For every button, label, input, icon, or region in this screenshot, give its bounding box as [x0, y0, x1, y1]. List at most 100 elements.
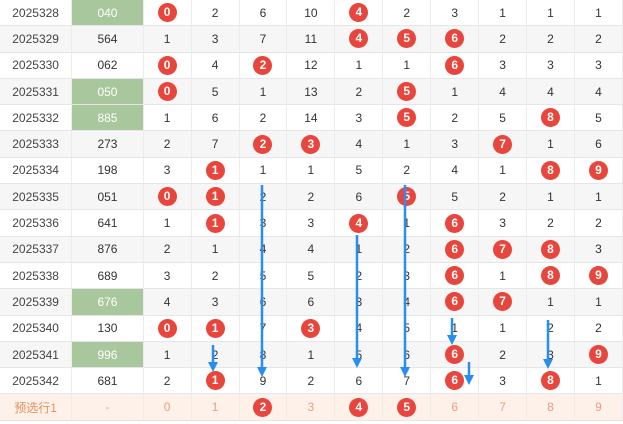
- drawn-digit-ball: 8: [541, 160, 560, 180]
- drawn-digit-ball: 0: [157, 318, 177, 338]
- digit-cell: 5: [239, 261, 288, 290]
- digit-cell: 6: [334, 367, 384, 395]
- draw-number-cell: 876: [71, 236, 144, 263]
- digit-cell: 1: [191, 183, 240, 211]
- draw-row: 2025337 876 2 1 4 4 1 2 6 7 8 3: [0, 236, 623, 263]
- digit-cell: 3: [574, 52, 623, 79]
- digit-cell: 1: [191, 157, 240, 185]
- drawn-digit-ball: 4: [349, 3, 369, 23]
- digit-cell: 1: [286, 341, 336, 369]
- digit-cell: 6: [430, 341, 480, 369]
- draw-row: 2025339 676 4 3 6 6 3 4 6 7 1 1: [0, 288, 623, 316]
- digit-cell: 7: [478, 236, 528, 263]
- digit-cell: 1: [382, 52, 432, 79]
- digit-cell: 2: [239, 130, 288, 158]
- digit-cell: 4: [382, 288, 432, 316]
- draw-number-cell: 676: [71, 288, 144, 316]
- drawn-digit-ball: 7: [493, 292, 513, 312]
- preselect-digit[interactable]: 6: [430, 393, 480, 421]
- drawn-digit-ball: 9: [588, 160, 608, 180]
- digit-cell: 1: [239, 157, 288, 185]
- digit-cell: 3: [478, 367, 528, 395]
- digit-cell: 1: [526, 0, 575, 27]
- preselect-number: -: [71, 393, 144, 421]
- drawn-digit-ball: 6: [445, 266, 465, 286]
- digit-cell: 1: [526, 288, 575, 316]
- digit-cell: 0: [142, 315, 192, 342]
- digit-cell: 6: [191, 104, 240, 132]
- digit-cell: 4: [334, 130, 384, 158]
- draw-row: 2025335 051 0 1 2 2 6 5 5 2 1 1: [0, 183, 623, 211]
- preselect-digit[interactable]: 9: [574, 393, 623, 421]
- drawn-digit-ball: 1: [205, 187, 225, 207]
- digit-cell: 7: [239, 25, 288, 53]
- draw-number-cell: 681: [71, 367, 144, 395]
- period-cell: 2025330: [0, 52, 73, 79]
- digit-cell: 1: [382, 130, 432, 158]
- digit-cell: 2: [239, 104, 288, 132]
- preselect-row[interactable]: 预选行1-0 1 2 3 4 5 6 7 8 9: [0, 393, 623, 421]
- digit-cell: 2: [478, 341, 528, 369]
- digit-cell: 5: [574, 104, 623, 132]
- digit-cell: 6: [430, 25, 480, 53]
- drawn-digit-ball: 2: [253, 134, 273, 154]
- drawn-digit-ball: 4: [349, 397, 369, 417]
- period-cell: 2025332: [0, 104, 73, 132]
- drawn-digit-ball: 6: [445, 292, 465, 312]
- drawn-digit-ball: 8: [541, 108, 560, 128]
- digit-cell: 3: [382, 261, 432, 290]
- digit-cell: 3: [286, 315, 336, 342]
- digit-cell: 2: [574, 25, 623, 53]
- digit-cell: 7: [382, 367, 432, 395]
- drawn-digit-ball: 4: [349, 213, 369, 233]
- draw-number-cell: 130: [71, 315, 144, 342]
- draw-row: 2025332 885 1 6 2 14 3 5 2 5 8 5: [0, 104, 623, 132]
- digit-cell: 2: [574, 315, 623, 342]
- preselect-digit[interactable]: 7: [478, 393, 528, 421]
- digit-cell: 2: [382, 0, 432, 27]
- digit-cell: 4: [191, 52, 240, 79]
- preselect-digit[interactable]: 5: [382, 393, 432, 421]
- digit-cell: 5: [430, 183, 480, 211]
- drawn-digit-ball: 4: [349, 29, 369, 49]
- draw-row: 2025331 050 0 5 1 13 2 5 1 4 4 4: [0, 78, 623, 106]
- digit-cell: 1: [478, 0, 528, 27]
- digit-cell: 9: [574, 157, 623, 185]
- digit-cell: 3: [478, 52, 528, 79]
- draw-number-cell: 040: [71, 0, 144, 27]
- digit-cell: 2: [478, 25, 528, 53]
- digit-cell: 1: [430, 315, 480, 342]
- digit-cell: 6: [430, 236, 480, 263]
- digit-cell: 5: [382, 25, 432, 53]
- digit-cell: 2: [526, 25, 575, 53]
- digit-cell: 8: [239, 341, 288, 369]
- digit-cell: 6: [430, 367, 480, 395]
- digit-cell: 3: [574, 236, 623, 263]
- drawn-digit-ball: 3: [301, 318, 321, 338]
- digit-cell: 11: [286, 25, 336, 53]
- preselect-digit[interactable]: 3: [286, 393, 336, 421]
- preselect-digit[interactable]: 1: [191, 393, 240, 421]
- digit-cell: 2: [239, 183, 288, 211]
- preselect-digit[interactable]: 2: [239, 393, 288, 421]
- digit-cell: 1: [574, 183, 623, 211]
- digit-cell: 5: [382, 315, 432, 342]
- drawn-digit-ball: 6: [445, 55, 465, 75]
- preselect-digit[interactable]: 4: [334, 393, 384, 421]
- digit-cell: 3: [526, 341, 575, 369]
- preselect-digit[interactable]: 0: [142, 393, 192, 421]
- drawn-digit-ball: 6: [445, 29, 465, 49]
- period-cell: 2025340: [0, 315, 73, 342]
- digit-cell: 3: [191, 288, 240, 316]
- drawn-digit-ball: 1: [205, 213, 225, 233]
- draw-row: 2025341 996 1 2 8 1 5 6 6 2 3 9: [0, 341, 623, 369]
- digit-cell: 4: [526, 78, 575, 106]
- digit-cell: 9: [574, 341, 623, 369]
- digit-cell: 2: [286, 367, 336, 395]
- digit-cell: 1: [286, 157, 336, 185]
- preselect-digit[interactable]: 8: [526, 393, 575, 421]
- draw-row: 2025330 062 0 4 2 12 1 1 6 3 3 3: [0, 52, 623, 79]
- digit-cell: 4: [574, 78, 623, 106]
- digit-cell: 14: [286, 104, 336, 132]
- digit-cell: 6: [430, 209, 480, 237]
